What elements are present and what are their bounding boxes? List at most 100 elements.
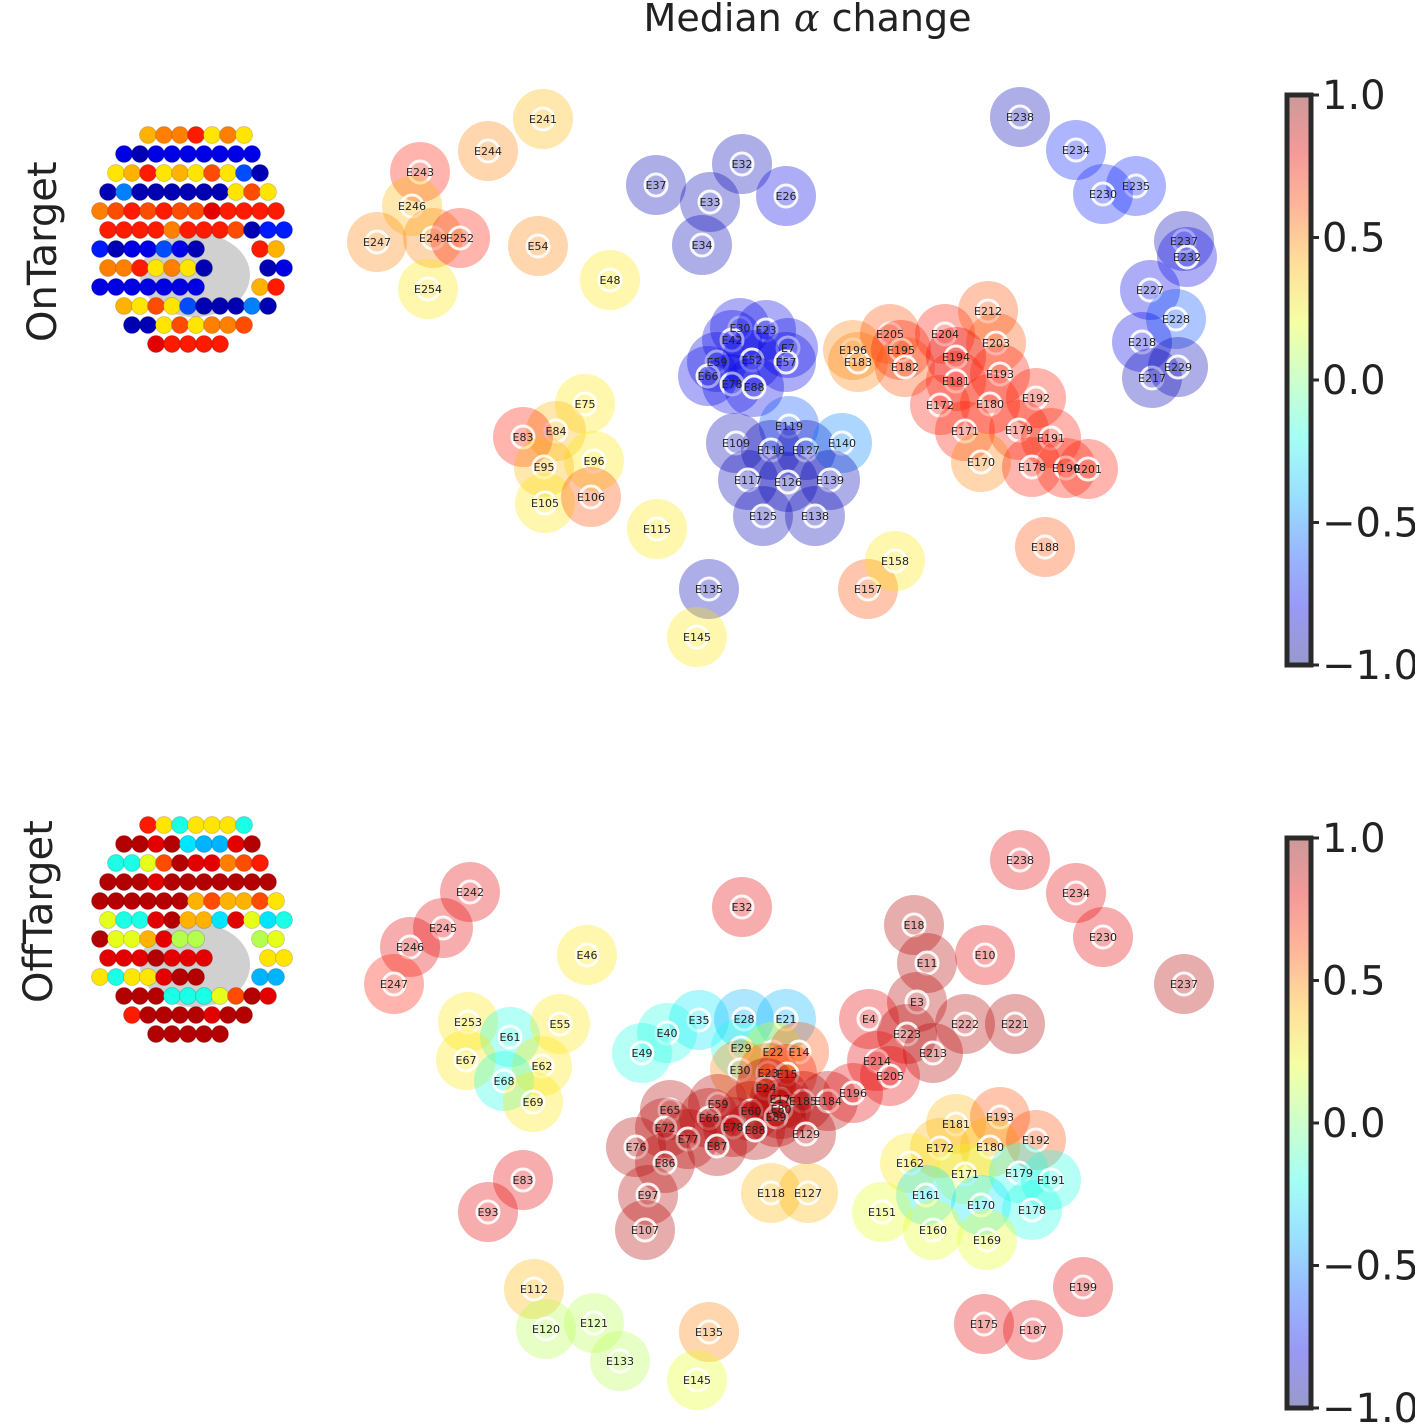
head-electrode-sphere — [163, 911, 181, 929]
electrode-ring — [581, 448, 607, 474]
electrode-ring — [457, 879, 483, 905]
electrode-ring — [530, 106, 556, 132]
electrode-label: E84 — [546, 425, 567, 438]
electrode-label: E22 — [763, 1046, 784, 1059]
head-electrode-sphere — [227, 911, 245, 929]
head-electrode-sphere — [99, 949, 117, 967]
head-electrode-sphere — [139, 278, 157, 296]
electrode-ring — [1032, 534, 1058, 560]
head-electrode-sphere — [187, 854, 205, 872]
head-electrode-sphere — [115, 911, 133, 929]
head-electrode-sphere — [99, 873, 117, 891]
electrode-label: E238 — [1006, 111, 1034, 124]
electrode-ring — [920, 1040, 946, 1066]
electrode-ring — [1023, 1127, 1049, 1153]
electrode-ring — [654, 1020, 680, 1046]
electrode-ring — [888, 337, 914, 363]
head-electrode-sphere — [251, 968, 269, 986]
colorbar-tick-label: −0.5 — [1322, 1244, 1415, 1290]
electrode-disk — [669, 990, 729, 1050]
electrode-disk — [514, 437, 574, 497]
electrode-ring — [695, 363, 721, 389]
electrode-disk — [712, 134, 772, 194]
head-electrode-sphere — [219, 202, 237, 220]
electrode-ring — [547, 1011, 573, 1037]
head-electrode-sphere — [139, 892, 157, 910]
electrode-label: E106 — [577, 491, 605, 504]
electrode-ring — [497, 1024, 523, 1050]
head-electrode-sphere — [243, 987, 261, 1005]
head-electrode-sphere — [211, 297, 229, 315]
electrode-ring — [802, 503, 828, 529]
head-electrode-sphere — [187, 164, 205, 182]
electrode-ring — [531, 454, 557, 480]
electrode-disk — [703, 1097, 763, 1157]
electrode-ring — [927, 1135, 953, 1161]
head-electrode-sphere — [171, 1006, 189, 1024]
colorbar-tick-label: 0.0 — [1322, 1101, 1386, 1147]
electrode-label: E10 — [975, 949, 996, 962]
electrode-disk — [875, 337, 935, 397]
head-electrode-sphere — [91, 278, 109, 296]
electrode-disk — [970, 344, 1030, 404]
electrode-label: E118 — [757, 444, 785, 457]
electrode-disk — [627, 499, 687, 559]
electrode-ring — [790, 1088, 816, 1114]
electrode-label: E205 — [876, 1070, 904, 1083]
electrode-ring — [447, 225, 473, 251]
electrode-label: E232 — [1173, 251, 1201, 264]
electrode-label: E87 — [707, 1140, 728, 1153]
head-electrode-sphere — [155, 316, 173, 334]
electrode-ring — [1171, 228, 1197, 254]
electrode-disk — [1073, 164, 1133, 224]
electrode-disk — [718, 450, 778, 510]
electrode-disk — [903, 1023, 963, 1083]
head-electrode-sphere — [179, 297, 197, 315]
electrode-ring — [1007, 104, 1033, 130]
head-electrode-sphere — [147, 835, 165, 853]
electrode-disk — [935, 994, 995, 1054]
electrode-ring — [943, 344, 969, 370]
electrode-disk — [618, 1165, 678, 1225]
electrode-disk — [1112, 312, 1172, 372]
head-electrode-sphere — [195, 911, 213, 929]
electrode-disk — [1036, 438, 1096, 498]
head-electrode-sphere — [115, 259, 133, 277]
electrode-ring — [727, 1057, 753, 1083]
electrode-disk — [1146, 289, 1206, 349]
head-electrode-sphere — [211, 911, 229, 929]
electrode-ring — [686, 1007, 712, 1033]
head-electrode-sphere — [139, 968, 157, 986]
electrode-label: E170 — [967, 1199, 995, 1212]
electrode-label: E30 — [730, 1064, 751, 1077]
electrode-disk — [926, 327, 986, 387]
head-electrode-sphere — [123, 278, 141, 296]
head-electrode-sphere — [275, 259, 293, 277]
colorbar-tick-label: −0.5 — [1322, 501, 1415, 547]
head-electrode-sphere — [99, 259, 117, 277]
electrode-disk — [688, 1074, 748, 1134]
electrode-label: E205 — [876, 328, 904, 341]
electrode-label: E187 — [1019, 1324, 1047, 1337]
electrode-label: E15 — [777, 1068, 798, 1081]
electrode-ring — [763, 1104, 789, 1130]
head-electrode-sphere — [163, 259, 181, 277]
electrode-ring — [684, 624, 710, 650]
head-electrode-sphere — [123, 316, 141, 334]
electrode-label: E126 — [774, 476, 802, 489]
head-electrode-sphere — [235, 202, 253, 220]
head-electrode-sphere — [139, 126, 157, 144]
electrode-label: E97 — [638, 1189, 659, 1202]
head-electrode-sphere — [131, 911, 149, 929]
electrode-label: E88 — [745, 1124, 766, 1137]
head-electrode-sphere — [123, 892, 141, 910]
electrode-label: E3 — [910, 996, 924, 1009]
head-electrode-sphere — [115, 949, 133, 967]
head-electrode-sphere — [171, 930, 189, 948]
electrode-ring — [629, 1040, 655, 1066]
electrode-label: E182 — [891, 361, 919, 374]
electrode-ring — [755, 1060, 781, 1086]
electrode-ring — [869, 1199, 895, 1225]
electrode-label: E133 — [606, 1355, 634, 1368]
electrode-ring — [731, 1006, 757, 1032]
